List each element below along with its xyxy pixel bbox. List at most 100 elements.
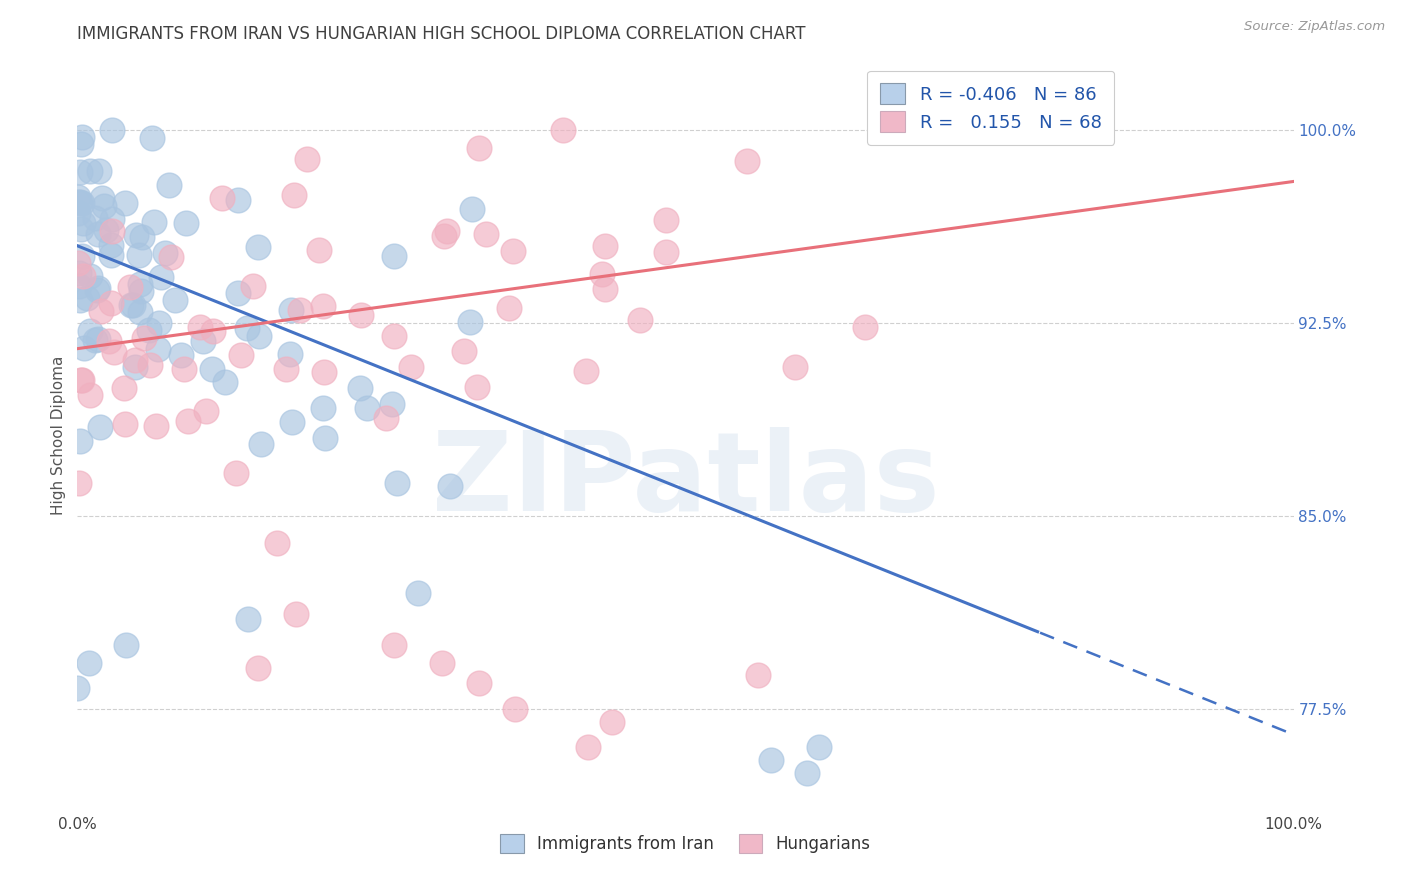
Point <box>278 347 301 361</box>
Point <box>131 284 153 298</box>
Point <box>67 267 90 281</box>
Point <box>236 612 259 626</box>
Point <box>79 163 101 178</box>
Point <box>228 193 250 207</box>
Point <box>211 191 233 205</box>
Point <box>66 206 89 220</box>
Point <box>160 251 183 265</box>
Point <box>436 224 458 238</box>
Point <box>170 348 193 362</box>
Point <box>502 244 524 258</box>
Point <box>69 293 91 307</box>
Point <box>783 359 806 374</box>
Point <box>225 466 247 480</box>
Point <box>118 280 141 294</box>
Point <box>69 221 91 235</box>
Point <box>124 352 146 367</box>
Point <box>70 249 93 263</box>
Point <box>475 227 498 242</box>
Point <box>174 216 197 230</box>
Point <box>595 239 617 253</box>
Point <box>83 211 105 225</box>
Legend: Immigrants from Iran, Hungarians: Immigrants from Iran, Hungarians <box>494 828 877 860</box>
Point <box>79 656 101 670</box>
Point <box>247 661 270 675</box>
Point <box>808 740 831 755</box>
Point <box>128 277 150 291</box>
Point <box>759 753 782 767</box>
Point <box>575 364 598 378</box>
Point <box>274 362 297 376</box>
Point <box>67 279 90 293</box>
Point <box>194 404 217 418</box>
Point <box>101 212 124 227</box>
Point <box>349 308 371 322</box>
Point <box>163 293 186 308</box>
Point <box>498 301 520 315</box>
Point <box>83 334 105 348</box>
Point <box>100 248 122 262</box>
Point <box>70 195 93 210</box>
Point <box>122 298 145 312</box>
Point <box>66 190 89 204</box>
Point <box>66 195 89 210</box>
Point <box>128 304 150 318</box>
Point <box>374 410 396 425</box>
Point <box>295 153 318 167</box>
Point <box>655 245 678 260</box>
Point <box>67 475 90 490</box>
Point <box>576 740 599 755</box>
Point <box>79 388 101 402</box>
Point <box>747 668 769 682</box>
Point <box>87 280 110 294</box>
Point <box>86 284 108 298</box>
Point <box>503 702 526 716</box>
Point <box>312 365 335 379</box>
Point <box>100 296 122 310</box>
Point <box>125 227 148 242</box>
Text: Source: ZipAtlas.com: Source: ZipAtlas.com <box>1244 20 1385 33</box>
Point <box>283 188 305 202</box>
Point <box>173 361 195 376</box>
Point <box>139 358 162 372</box>
Point <box>90 303 112 318</box>
Point <box>90 191 112 205</box>
Point <box>193 334 215 348</box>
Point <box>288 302 311 317</box>
Point <box>69 194 91 209</box>
Point <box>314 431 336 445</box>
Point <box>87 227 110 242</box>
Point <box>796 766 818 780</box>
Point <box>188 319 211 334</box>
Point <box>148 316 170 330</box>
Point <box>134 331 156 345</box>
Point <box>177 414 200 428</box>
Point <box>86 332 108 346</box>
Point <box>72 269 94 284</box>
Point <box>853 319 876 334</box>
Point <box>312 401 335 415</box>
Point <box>97 334 120 348</box>
Point <box>356 401 378 415</box>
Point <box>602 714 624 729</box>
Point <box>308 244 330 258</box>
Text: IMMIGRANTS FROM IRAN VS HUNGARIAN HIGH SCHOOL DIPLOMA CORRELATION CHART: IMMIGRANTS FROM IRAN VS HUNGARIAN HIGH S… <box>77 25 806 43</box>
Point <box>460 202 482 216</box>
Point <box>430 656 453 670</box>
Point <box>115 638 138 652</box>
Point <box>128 248 150 262</box>
Point <box>382 249 405 263</box>
Point <box>382 638 405 652</box>
Point <box>453 343 475 358</box>
Point <box>467 676 489 690</box>
Point <box>433 228 456 243</box>
Point <box>100 123 122 137</box>
Point <box>112 381 135 395</box>
Point <box>201 362 224 376</box>
Point <box>131 229 153 244</box>
Point <box>246 240 269 254</box>
Point <box>70 373 93 387</box>
Point <box>242 279 264 293</box>
Point <box>138 323 160 337</box>
Point <box>66 681 89 696</box>
